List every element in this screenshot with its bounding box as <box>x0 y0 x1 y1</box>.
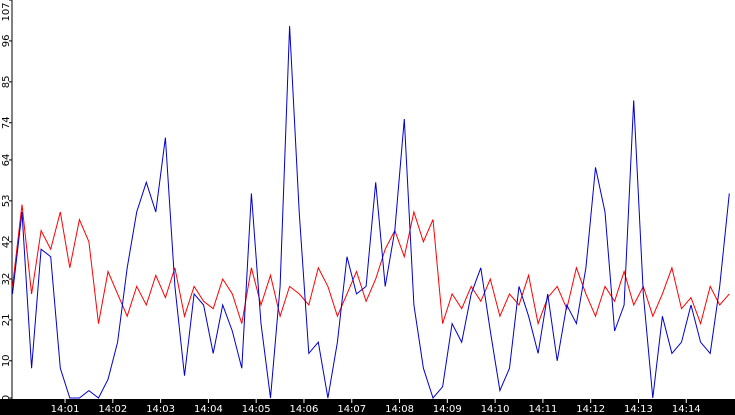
x-tick-label: 14:05 <box>242 404 271 415</box>
x-tick-label: 14:07 <box>337 404 366 415</box>
x-tick-label: 14:08 <box>385 404 414 415</box>
y-tick-label: 85 <box>1 75 12 88</box>
x-tick-label: 14:10 <box>481 404 510 415</box>
y-tick-label: 42 <box>1 235 12 248</box>
x-tick-label: 14:14 <box>672 404 701 415</box>
x-tick-label: 14:13 <box>624 404 653 415</box>
y-tick-label: 10 <box>1 354 12 367</box>
series-line <box>12 25 730 400</box>
y-tick-label: 21 <box>1 314 12 327</box>
y-tick-label: 53 <box>1 194 12 207</box>
y-tick-label: 96 <box>1 35 12 48</box>
x-tick-label: 14:02 <box>98 404 127 415</box>
y-tick-label: 32 <box>1 273 12 286</box>
x-tick-label: 14:12 <box>576 404 605 415</box>
series-line <box>12 204 730 326</box>
x-tick-label: 14:01 <box>51 404 80 415</box>
x-tick-label: 14:03 <box>146 404 175 415</box>
x-tick-label: 14:09 <box>433 404 462 415</box>
x-tick-label: 14:11 <box>528 404 557 415</box>
x-axis-bar <box>0 399 735 415</box>
y-tick-label: 74 <box>1 116 12 129</box>
y-tick-label: 107 <box>1 2 12 21</box>
x-tick-label: 14:06 <box>290 404 319 415</box>
x-tick-label: 14:04 <box>194 404 223 415</box>
y-tick-label: 64 <box>1 154 12 167</box>
y-tick-label: 0 <box>1 395 12 401</box>
